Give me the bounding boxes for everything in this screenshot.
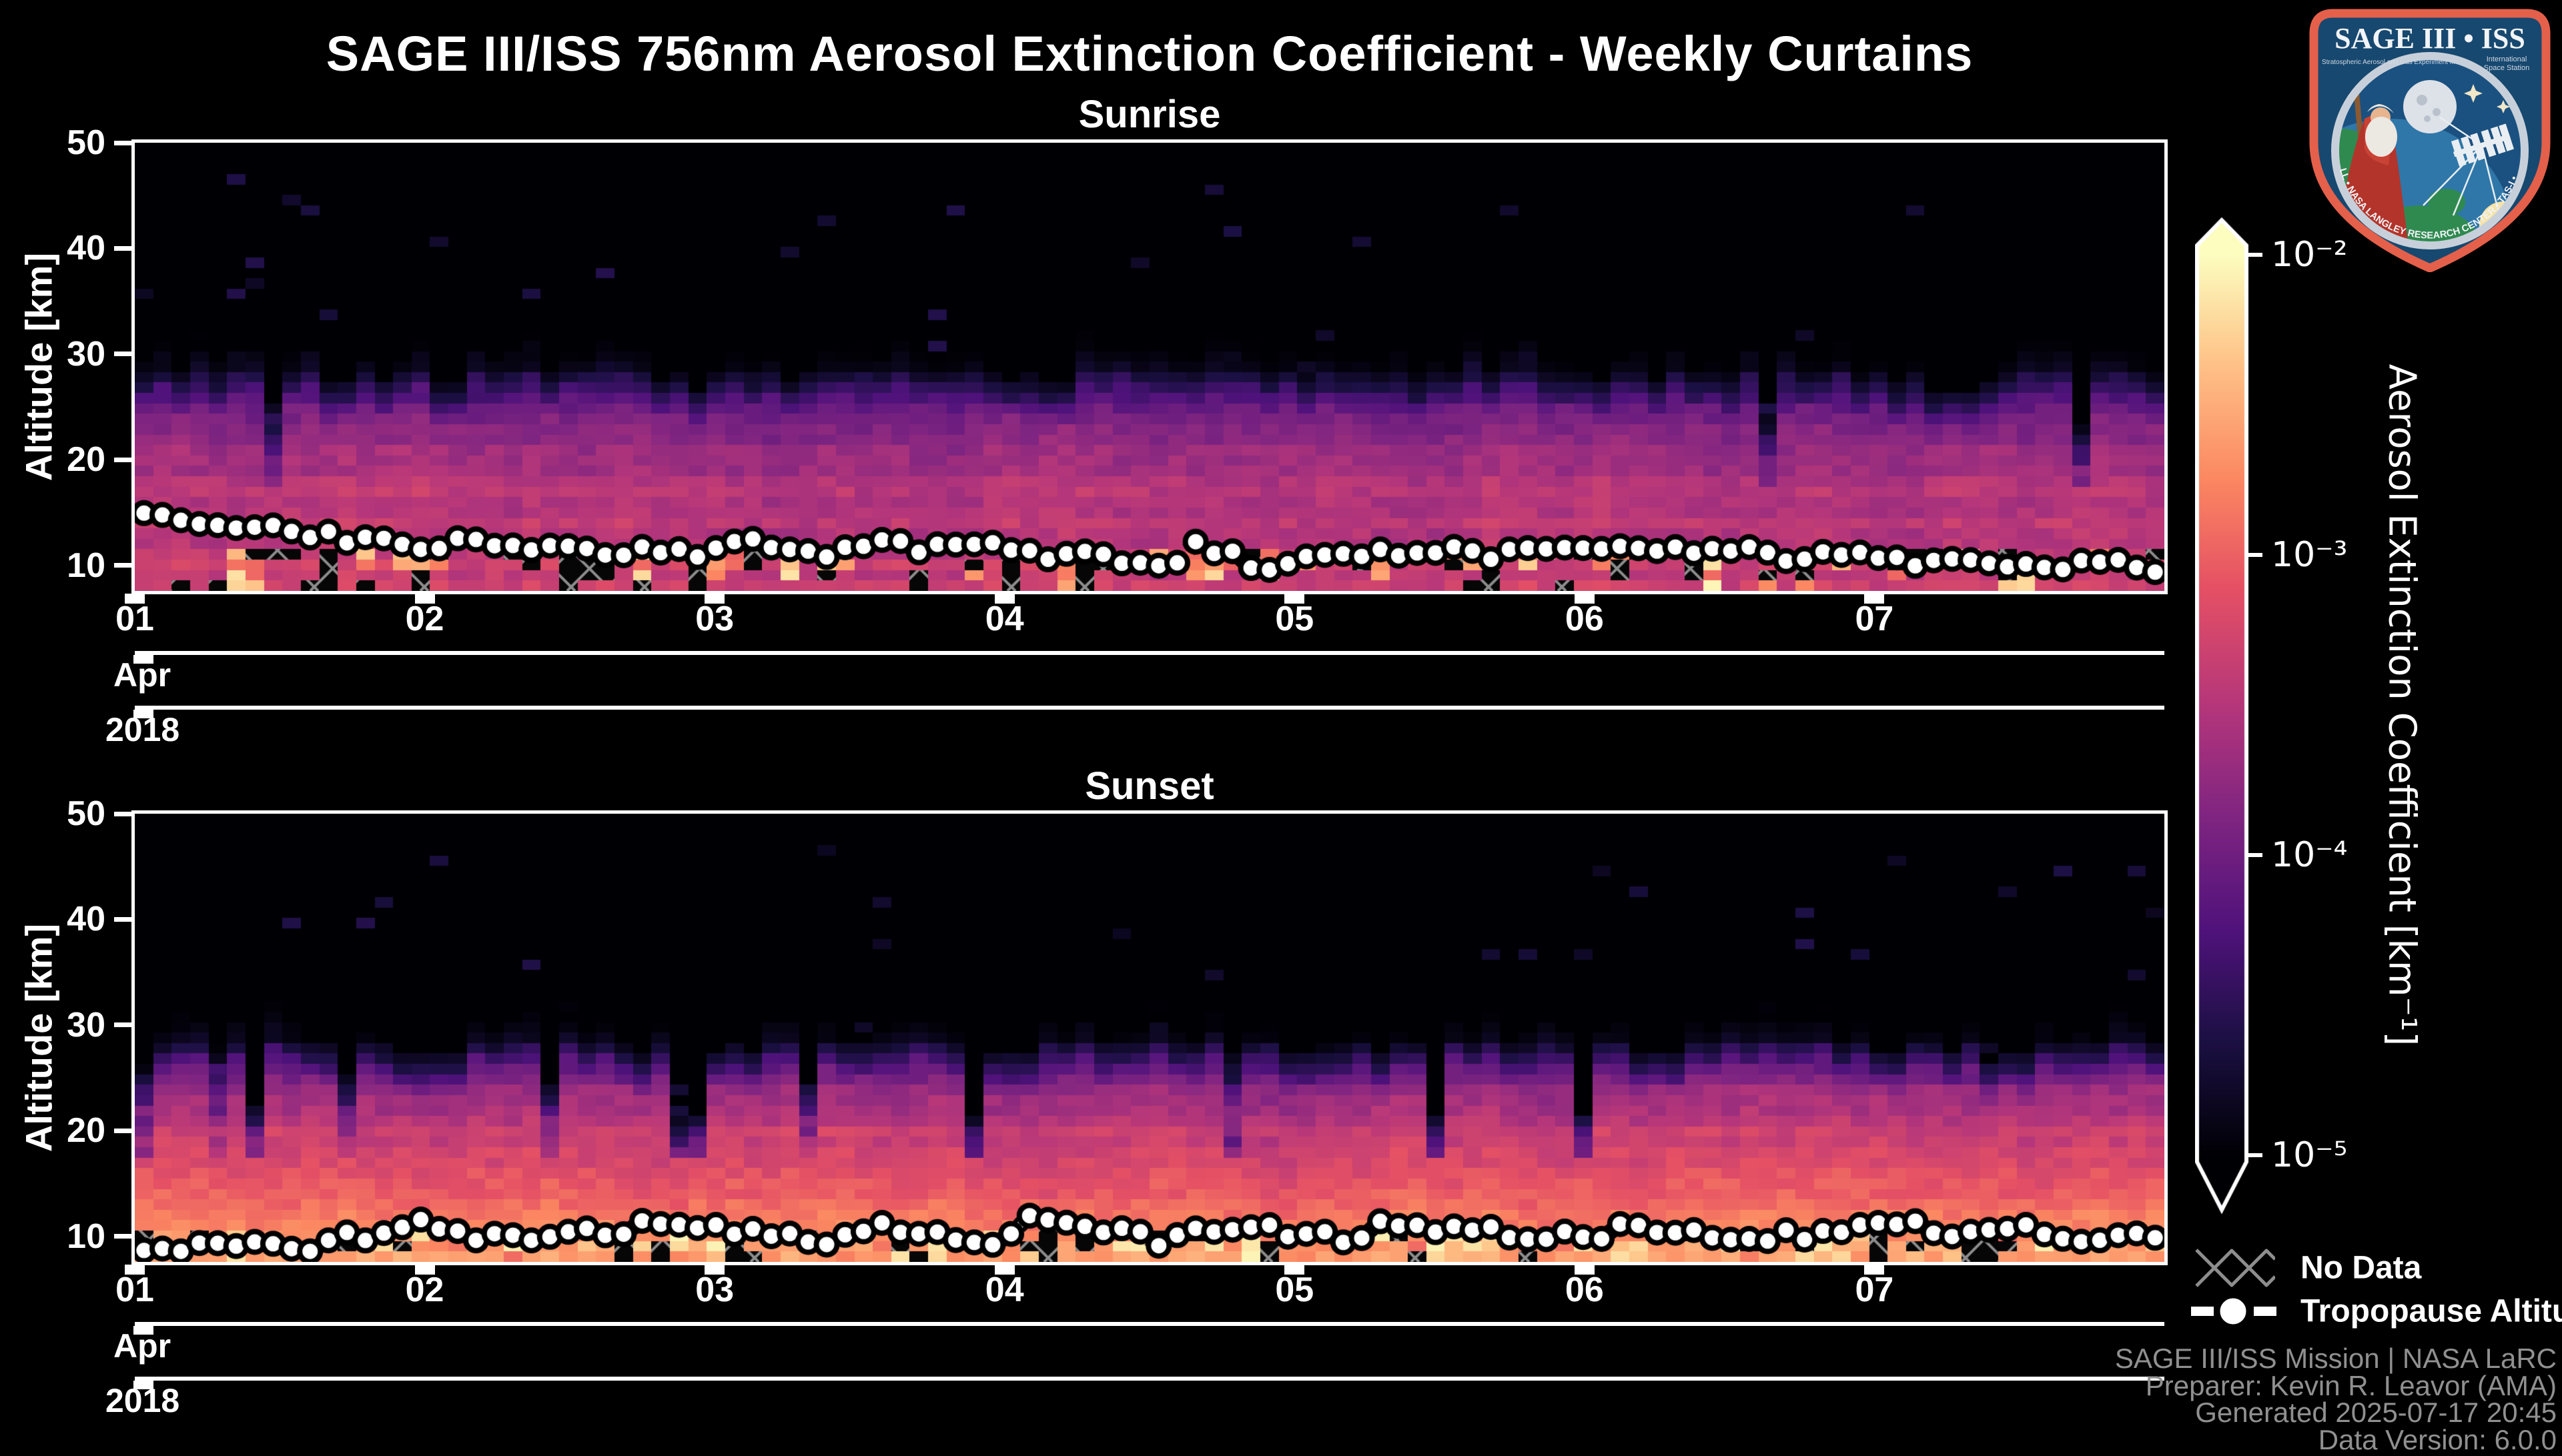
- month-label: Apr: [113, 1327, 171, 1365]
- y-tick-label: 10: [67, 546, 105, 585]
- x-tick-label: 06: [1565, 1271, 1604, 1309]
- x-tick: [414, 594, 435, 604]
- colorbar: [2195, 217, 2288, 1217]
- y-tick-label: 40: [67, 229, 105, 268]
- x-tick: [1284, 594, 1305, 604]
- y-tick: [114, 1128, 131, 1133]
- x-tick-label: 07: [1855, 1271, 1894, 1309]
- x-tick: [994, 1265, 1015, 1275]
- y-tick-label: 20: [67, 440, 105, 480]
- x-tick: [705, 1265, 725, 1275]
- x-tick-label: 05: [1275, 1271, 1314, 1309]
- x-tick: [125, 1265, 145, 1275]
- colorbar-label: Aerosol Extinction Coefficient [km⁻¹]: [2380, 363, 2424, 1046]
- y-tick: [114, 351, 131, 357]
- y-tick-label: 50: [67, 794, 105, 833]
- colorbar-tick: [2246, 1153, 2262, 1157]
- x-tick-label: 01: [115, 1271, 154, 1309]
- x-tick-label: 05: [1275, 600, 1314, 638]
- logo-subtitle-right-1: International: [2487, 55, 2527, 63]
- colorbar-tick: [2246, 253, 2262, 257]
- colorbar-tick-label: 10⁻⁴: [2271, 835, 2348, 875]
- y-tick-label: 40: [67, 900, 105, 939]
- x-tick: [125, 594, 145, 604]
- y-tick: [114, 1234, 131, 1239]
- x-tick-label: 04: [985, 600, 1024, 638]
- year-axis-tick: [133, 710, 153, 718]
- x-tick-label: 01: [115, 600, 154, 638]
- y-tick-label: 10: [67, 1217, 105, 1256]
- month-axis-tick: [133, 655, 153, 664]
- footer-line: Generated 2025-07-17 20:45: [2195, 1397, 2557, 1428]
- y-tick-label: 30: [67, 334, 105, 374]
- y-tick-label: 30: [67, 1005, 105, 1044]
- figure-title: SAGE III/ISS 756nm Aerosol Extinction Co…: [326, 26, 1974, 81]
- x-tick-label: 03: [695, 1271, 735, 1309]
- logo-title: SAGE III • ISS: [2334, 22, 2525, 55]
- y-tick-label: 50: [67, 123, 105, 162]
- year-axis-line: [135, 706, 2164, 710]
- y-tick: [114, 811, 131, 816]
- x-tick-label: 06: [1565, 600, 1604, 638]
- month-axis-tick: [133, 1326, 153, 1335]
- footer-line: SAGE III/ISS Mission | NASA LaRC: [2114, 1343, 2557, 1374]
- month-axis-line: [135, 651, 2164, 655]
- x-tick: [1574, 594, 1595, 604]
- y-tick: [114, 916, 131, 922]
- x-tick-label: 07: [1855, 600, 1894, 638]
- year-label: 2018: [105, 711, 180, 748]
- legend-label-tropopause: Tropopause Altitude: [2300, 1293, 2562, 1329]
- logo-subtitle-right-2: Space Station: [2484, 64, 2530, 72]
- y-tick: [114, 1022, 131, 1028]
- sunrise-heatmap-canvas: [135, 143, 2164, 591]
- x-tick: [994, 594, 1015, 604]
- sage-iss-mission-patch-logo: SAGE III • ISS Stratospheric Aerosol and…: [2303, 5, 2551, 272]
- colorbar-tick: [2246, 853, 2262, 857]
- x-tick: [1864, 1265, 1885, 1275]
- month-axis-line: [135, 1322, 2164, 1326]
- panel-title-sunrise: Sunrise: [1078, 93, 1221, 136]
- x-tick: [414, 1265, 435, 1275]
- year-label: 2018: [105, 1382, 180, 1419]
- y-tick: [114, 457, 131, 462]
- x-tick-label: 03: [695, 600, 735, 638]
- footer-line: Preparer: Kevin R. Leavor (AMA): [2145, 1369, 2557, 1401]
- sunset-heatmap-canvas: [135, 814, 2164, 1262]
- y-tick: [114, 140, 131, 145]
- x-tick-label: 02: [405, 600, 444, 638]
- y-tick-label: 20: [67, 1111, 105, 1151]
- colorbar-tick-label: 10⁻³: [2271, 535, 2348, 575]
- x-tick-label: 04: [985, 1271, 1024, 1309]
- colorbar-tick-label: 10⁻⁵: [2271, 1135, 2348, 1175]
- logo-subtitle-left: Stratospheric Aerosol and Gas Experiment…: [2322, 59, 2455, 66]
- x-tick: [1864, 594, 1885, 604]
- year-axis-tick: [133, 1381, 153, 1389]
- panel-title-sunset: Sunset: [1085, 764, 1214, 808]
- x-tick: [1284, 1265, 1305, 1275]
- x-tick-label: 02: [405, 1271, 444, 1309]
- y-tick: [114, 563, 131, 568]
- no-data-hatch-icon: [2195, 1246, 2275, 1290]
- year-axis-line: [135, 1377, 2164, 1381]
- tropopause-marker-icon: [2191, 1295, 2276, 1328]
- legend-label-no-data: No Data: [2300, 1250, 2422, 1286]
- colorbar-tick-label: 10⁻²: [2271, 235, 2348, 275]
- colorbar-tick: [2246, 553, 2262, 557]
- y-tick: [114, 245, 131, 251]
- x-tick: [1574, 1265, 1595, 1275]
- iss-glyph: [2451, 123, 2515, 167]
- x-tick: [705, 594, 725, 604]
- month-label: Apr: [113, 656, 171, 694]
- footer-line: Data Version: 6.0.0: [2318, 1423, 2557, 1455]
